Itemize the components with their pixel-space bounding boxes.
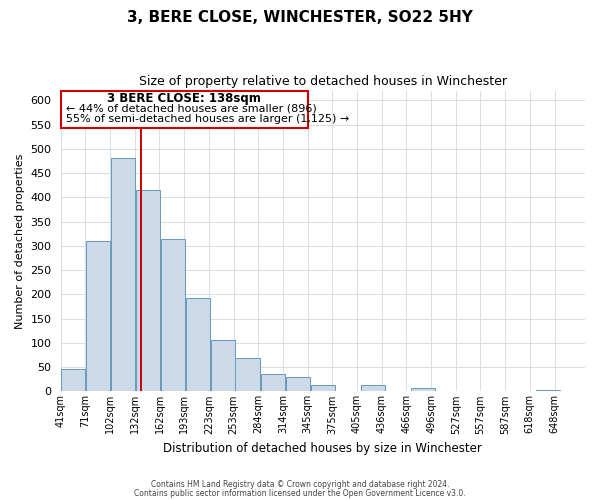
Bar <box>86 241 110 392</box>
Bar <box>411 388 435 392</box>
Text: 55% of semi-detached houses are larger (1,125) →: 55% of semi-detached houses are larger (… <box>65 114 349 124</box>
Y-axis label: Number of detached properties: Number of detached properties <box>15 154 25 328</box>
Bar <box>161 238 185 392</box>
Bar <box>286 377 310 392</box>
Text: 3, BERE CLOSE, WINCHESTER, SO22 5HY: 3, BERE CLOSE, WINCHESTER, SO22 5HY <box>127 10 473 25</box>
Bar <box>136 190 160 392</box>
Bar <box>361 384 385 392</box>
Bar <box>211 340 235 392</box>
Text: Contains HM Land Registry data © Crown copyright and database right 2024.: Contains HM Land Registry data © Crown c… <box>151 480 449 489</box>
Bar <box>261 374 285 392</box>
Bar <box>235 358 260 392</box>
Text: Contains public sector information licensed under the Open Government Licence v3: Contains public sector information licen… <box>134 488 466 498</box>
Bar <box>536 390 560 392</box>
Bar <box>61 90 308 128</box>
Bar <box>186 298 211 392</box>
Bar <box>111 158 136 392</box>
Text: ← 44% of detached houses are smaller (896): ← 44% of detached houses are smaller (89… <box>65 104 316 114</box>
Bar <box>61 368 85 392</box>
Title: Size of property relative to detached houses in Winchester: Size of property relative to detached ho… <box>139 75 507 88</box>
Text: 3 BERE CLOSE: 138sqm: 3 BERE CLOSE: 138sqm <box>107 92 261 106</box>
Bar <box>311 384 335 392</box>
X-axis label: Distribution of detached houses by size in Winchester: Distribution of detached houses by size … <box>163 442 482 455</box>
